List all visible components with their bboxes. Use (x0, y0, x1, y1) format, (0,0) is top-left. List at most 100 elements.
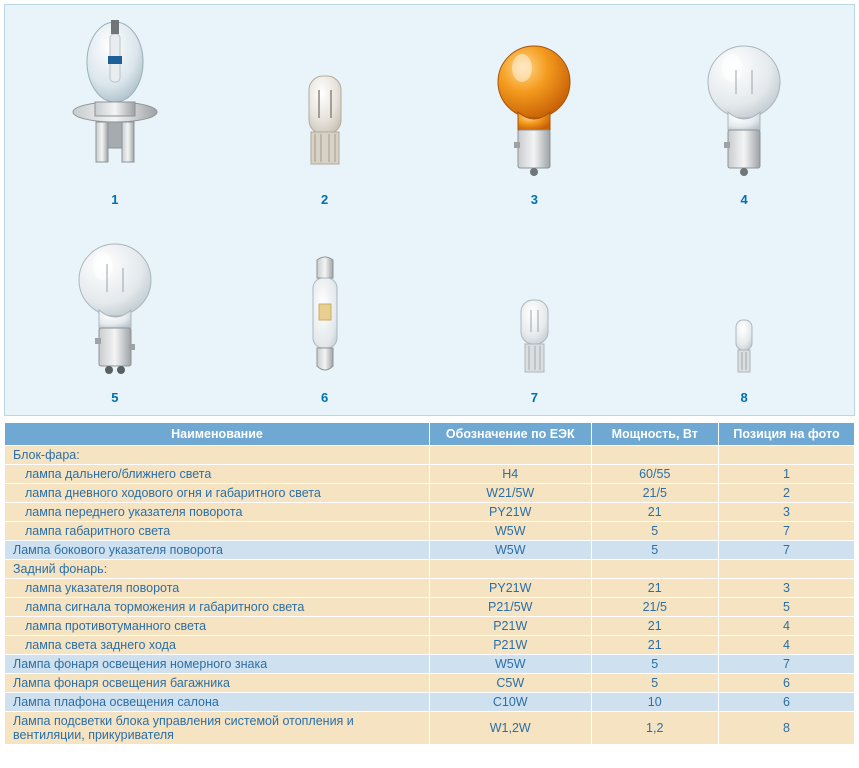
cell-pos: 7 (719, 541, 855, 560)
cell-name: лампа дальнего/ближнего света (5, 465, 430, 484)
th-power: Мощность, Вт (591, 423, 719, 446)
cell-code: W1,2W (430, 712, 592, 745)
cell-code: PY21W (430, 579, 592, 598)
cell-code: P21W (430, 636, 592, 655)
table-row: лампа указателя поворотаPY21W213 (5, 579, 855, 598)
bulb-cell-6: 6 (225, 215, 425, 405)
cell-code: P21W (430, 617, 592, 636)
bulb-number-6: 6 (321, 390, 328, 405)
cell-power: 21 (591, 579, 719, 598)
table-row: Лампа плафона освещения салонаC10W106 (5, 693, 855, 712)
bulb-cell-4: 4 (644, 17, 844, 207)
cell-name: лампа указателя поворота (5, 579, 430, 598)
cell-name: лампа света заднего хода (5, 636, 430, 655)
cell-power: 10 (591, 693, 719, 712)
cell-pos: 7 (719, 655, 855, 674)
cell-power: 5 (591, 655, 719, 674)
table-row: лампа дневного ходового огня и габаритно… (5, 484, 855, 503)
bulb-number-3: 3 (531, 192, 538, 207)
table-header-row: Наименование Обозначение по ЕЭК Мощность… (5, 423, 855, 446)
cell-pos: 6 (719, 674, 855, 693)
bulb-image-3 (435, 17, 635, 186)
bulb-image-6 (225, 215, 425, 384)
th-name: Наименование (5, 423, 430, 446)
cell-name: лампа противотуманного света (5, 617, 430, 636)
bulb-cell-2: 2 (225, 17, 425, 207)
cell-power: 21 (591, 636, 719, 655)
bulb-grid: 1 (15, 17, 844, 405)
bulb-cell-8: 8 (644, 215, 844, 405)
cell-pos: 2 (719, 484, 855, 503)
cell-name: Лампа фонаря освещения номерного знака (5, 655, 430, 674)
table-row: лампа дальнего/ближнего светаH460/551 (5, 465, 855, 484)
cell-power: 21/5 (591, 598, 719, 617)
cell-name: Лампа подсветки блока управления системо… (5, 712, 430, 745)
cell-power: 5 (591, 541, 719, 560)
cell-pos: 5 (719, 598, 855, 617)
bulb-image-2 (225, 17, 425, 186)
cell-code: C10W (430, 693, 592, 712)
cell-code: C5W (430, 674, 592, 693)
th-pos: Позиция на фото (719, 423, 855, 446)
table-row: лампа переднего указателя поворотаPY21W2… (5, 503, 855, 522)
cell-pos (719, 446, 855, 465)
table-row: лампа света заднего ходаP21W214 (5, 636, 855, 655)
cell-name: Задний фонарь: (5, 560, 430, 579)
cell-pos: 3 (719, 503, 855, 522)
cell-name: Лампа фонаря освещения багажника (5, 674, 430, 693)
cell-pos: 3 (719, 579, 855, 598)
table-row: лампа противотуманного светаP21W214 (5, 617, 855, 636)
cell-power: 5 (591, 522, 719, 541)
cell-pos (719, 560, 855, 579)
cell-power: 21 (591, 503, 719, 522)
cell-power: 21/5 (591, 484, 719, 503)
bulb-number-5: 5 (111, 390, 118, 405)
bulb-image-7 (435, 215, 635, 384)
cell-pos: 6 (719, 693, 855, 712)
cell-power: 1,2 (591, 712, 719, 745)
table-row: лампа сигнала торможения и габаритного с… (5, 598, 855, 617)
cell-power: 5 (591, 674, 719, 693)
bulb-cell-1: 1 (15, 17, 215, 207)
cell-power (591, 446, 719, 465)
cell-code: W5W (430, 522, 592, 541)
table-row: Задний фонарь: (5, 560, 855, 579)
cell-name: Блок-фара: (5, 446, 430, 465)
cell-name: лампа сигнала торможения и габаритного с… (5, 598, 430, 617)
table-row: Лампа подсветки блока управления системо… (5, 712, 855, 745)
cell-code: PY21W (430, 503, 592, 522)
bulb-figure-panel: 1 (4, 4, 855, 416)
cell-code (430, 446, 592, 465)
table-row: лампа габаритного светаW5W57 (5, 522, 855, 541)
bulb-cell-5: 5 (15, 215, 215, 405)
bulb-image-1 (15, 16, 215, 186)
table-row: Лампа фонаря освещения багажникаC5W56 (5, 674, 855, 693)
cell-name: лампа переднего указателя поворота (5, 503, 430, 522)
th-code: Обозначение по ЕЭК (430, 423, 592, 446)
table-row: Лампа бокового указателя поворотаW5W57 (5, 541, 855, 560)
cell-code: H4 (430, 465, 592, 484)
lamp-table: Наименование Обозначение по ЕЭК Мощность… (4, 422, 855, 745)
bulb-image-4 (644, 17, 844, 186)
table-row: Лампа фонаря освещения номерного знакаW5… (5, 655, 855, 674)
bulb-image-8 (644, 215, 844, 384)
cell-pos: 7 (719, 522, 855, 541)
table-row: Блок-фара: (5, 446, 855, 465)
bulb-number-4: 4 (741, 192, 748, 207)
cell-pos: 8 (719, 712, 855, 745)
cell-power: 21 (591, 617, 719, 636)
cell-code: W5W (430, 541, 592, 560)
cell-pos: 4 (719, 636, 855, 655)
bulb-number-1: 1 (111, 192, 118, 207)
cell-code: W21/5W (430, 484, 592, 503)
bulb-number-7: 7 (531, 390, 538, 405)
bulb-number-8: 8 (741, 390, 748, 405)
bulb-number-2: 2 (321, 192, 328, 207)
cell-name: Лампа бокового указателя поворота (5, 541, 430, 560)
cell-pos: 4 (719, 617, 855, 636)
bulb-cell-7: 7 (435, 215, 635, 405)
cell-name: лампа габаритного света (5, 522, 430, 541)
cell-name: лампа дневного ходового огня и габаритно… (5, 484, 430, 503)
cell-code (430, 560, 592, 579)
bulb-cell-3: 3 (435, 17, 635, 207)
